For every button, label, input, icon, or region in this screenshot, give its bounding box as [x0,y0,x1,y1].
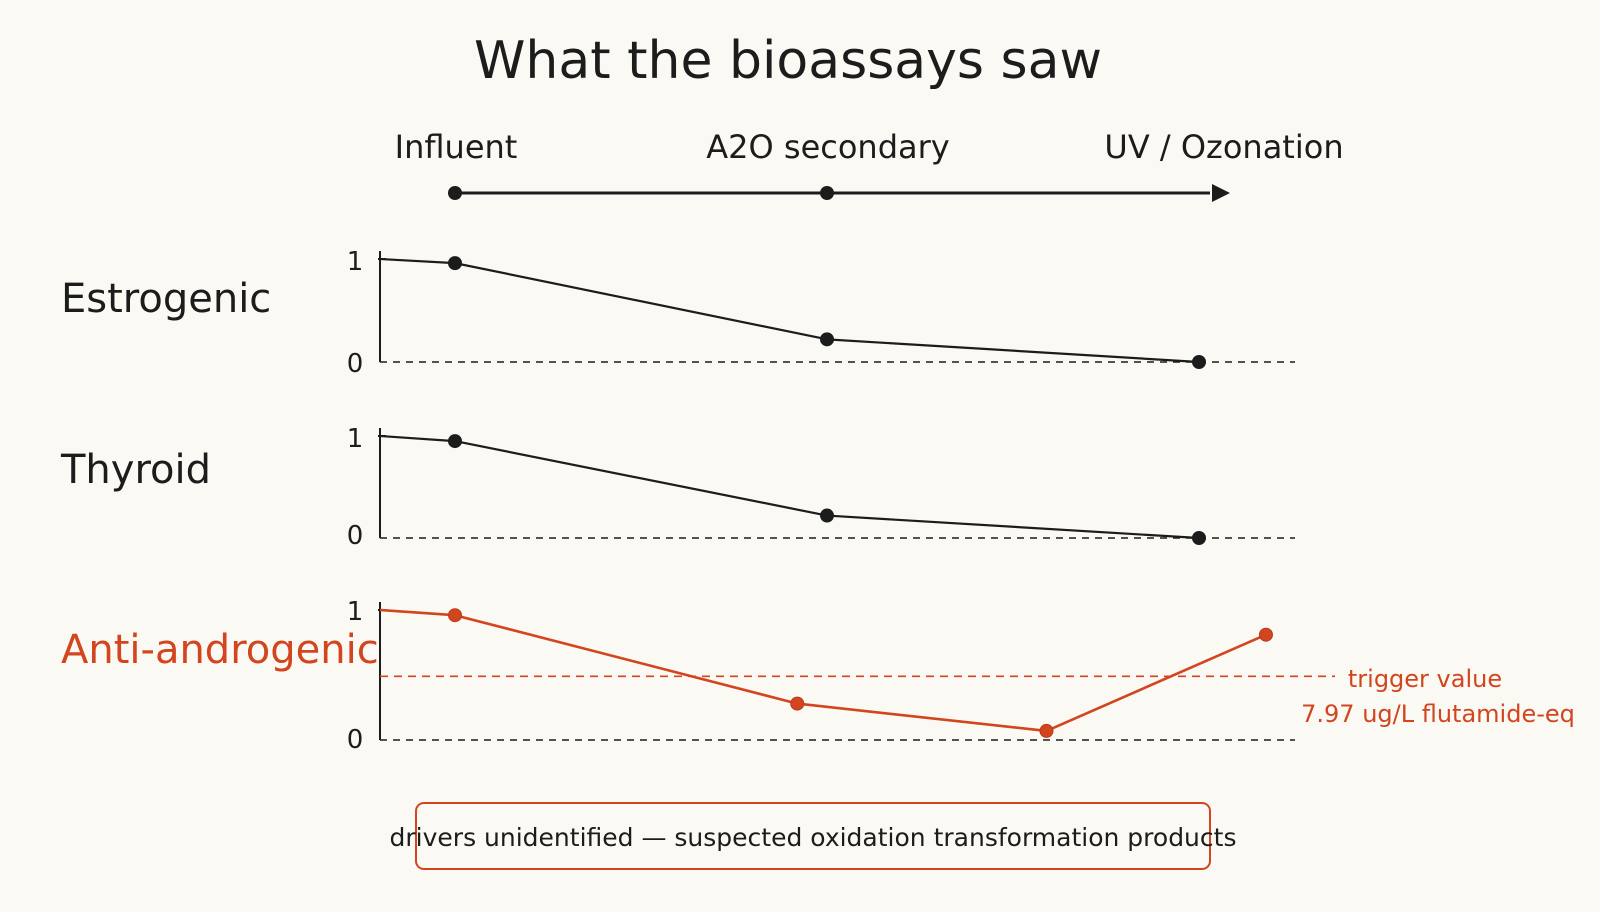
stage-label-influent: Influent [395,128,518,166]
process-stage-dot-influent [448,186,462,200]
estrogenic-ytick-1: 1 [347,247,364,277]
anti-androgenic-point-1 [448,608,462,623]
anti-androgenic-series-line [379,608,1267,733]
thyroid-point-3 [1192,531,1206,545]
threshold-label-trigger-amount: 7.97 ug/L flutamide-eq [1301,700,1575,728]
panel-label-anti-androgenic: Anti-androgenic [61,627,379,673]
panel-label-thyroid: Thyroid [60,447,211,493]
estrogenic-series-line [379,257,1200,364]
thyroid-point-2 [820,508,834,523]
chart-title: What the bioassays saw [474,31,1102,91]
anti-androgenic-point-4 [1258,627,1273,642]
estrogenic-ytick-0: 0 [347,349,364,379]
estrogenic-point-1 [448,256,462,271]
threshold-label-trigger-value: trigger value [1348,665,1502,693]
stage-label-secondary: A2O secondary [706,128,949,166]
stage-label-uv-ozonation: UV / Ozonation [1104,128,1343,166]
anti-androgenic-point-3 [1039,723,1054,738]
thyroid-ytick-1: 1 [347,424,364,454]
thyroid-point-1 [448,434,462,449]
process-flow-arrowhead [1212,184,1230,202]
thyroid-ytick-0: 0 [347,521,364,551]
note-box [415,802,1211,870]
anti-androgenic-ytick-1: 1 [347,597,364,627]
anti-androgenic-point-2 [790,696,805,711]
estrogenic-point-2 [820,332,834,347]
estrogenic-point-3 [1192,355,1206,369]
thyroid-series-line [379,434,1200,540]
chart-marks [378,251,1335,741]
process-stage-dot-secondary [820,186,834,200]
note-text: drivers unidentified — suspected oxidati… [390,823,1237,852]
anti-androgenic-ytick-0: 0 [347,725,364,755]
panel-label-estrogenic: Estrogenic [61,276,271,322]
